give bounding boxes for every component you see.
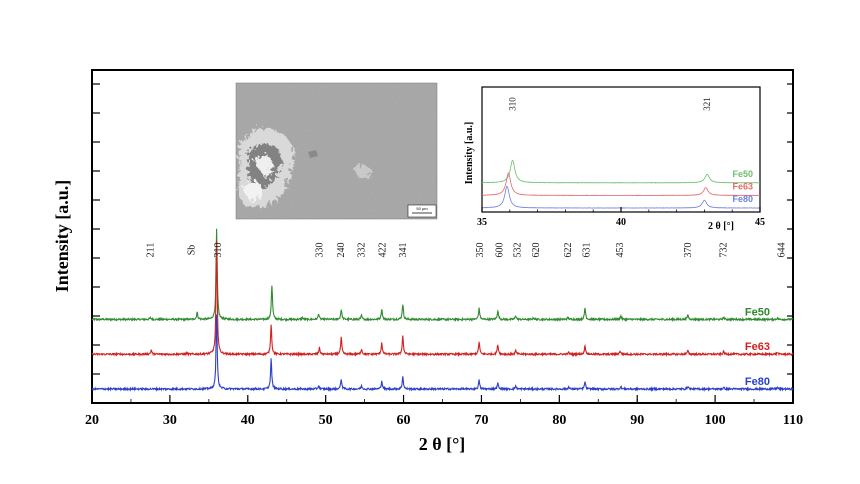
inset-peak-label: 321 [702, 97, 712, 111]
main-series-labels: Fe50 Fe63 Fe80 [745, 306, 770, 388]
main-x-tick-label: 110 [783, 413, 803, 428]
main-peak-label: 732 [719, 243, 730, 258]
main-peak-label: 644 [776, 243, 787, 258]
main-x-tick-label: 40 [241, 413, 255, 428]
main-x-tick-label: 100 [705, 413, 726, 428]
main-peak-label: 330 [314, 243, 325, 258]
inset-x-axis-title: 2 θ [°] [708, 221, 734, 232]
inset-x-tick-label: 35 [477, 217, 487, 228]
main-peak-label: 631 [582, 243, 593, 258]
main-peak-labels: 211 Sb 310 330 240 332 422 341 350 600 532 620 622 63… [145, 243, 787, 258]
sem-scale-bar-box [407, 204, 437, 218]
inset-series-labels: Fe50 Fe63 Fe80 [732, 169, 753, 204]
main-peak-label: 453 [615, 243, 626, 258]
sem-particle [236, 126, 292, 206]
inset-series-line-fe50 [482, 160, 761, 184]
main-peak-label: 620 [531, 243, 542, 258]
main-series-line-fe50 [91, 228, 794, 323]
inset-plot-frame [481, 86, 761, 213]
main-y-axis-title: Intensity [a.u.] [52, 180, 72, 293]
inset-peak-labels: 310 321 [508, 97, 713, 111]
inset-x-ticks: 35 40 45 [477, 207, 765, 228]
main-x-axis-title: 2 θ [°] [419, 434, 466, 454]
main-peak-label: 370 [683, 243, 694, 258]
main-peak-label: 332 [357, 243, 368, 258]
main-peak-label: 211 [145, 243, 156, 258]
main-series-line-fe63 [91, 240, 794, 358]
inset-series-label-fe50: Fe50 [732, 169, 753, 179]
main-x-tick-label: 20 [85, 413, 99, 428]
main-series-line-fe80 [91, 314, 794, 393]
main-peak-label: 341 [398, 243, 409, 258]
inset-x-tick-label: 40 [616, 217, 626, 228]
inset-series-label-fe80: Fe80 [732, 194, 753, 204]
inset-y-axis-title: Intensity [a.u.] [464, 122, 475, 185]
main-peak-label: Sb [187, 245, 198, 256]
sem-scale-bar-label: 50 µm [416, 206, 428, 211]
main-peak-label: 240 [336, 243, 347, 258]
main-peak-label: 622 [563, 243, 574, 258]
main-series-group [91, 228, 794, 393]
main-peak-label: 532 [512, 243, 523, 258]
inset-x-tick-label: 45 [755, 217, 765, 228]
main-series-label-fe50: Fe50 [745, 306, 770, 318]
main-x-tick-label: 70 [474, 413, 488, 428]
inset-series-line-fe63 [482, 172, 760, 197]
main-x-tick-label: 30 [163, 413, 177, 428]
main-peak-label: 600 [494, 243, 505, 258]
main-series-label-fe63: Fe63 [745, 341, 770, 353]
main-x-tick-label: 60 [397, 413, 411, 428]
main-series-label-fe80: Fe80 [745, 376, 770, 388]
main-x-tick-label: 80 [552, 413, 566, 428]
inset-xrd-plot: 310 321 Fe50 Fe63 Fe80 35 40 45 2 θ [°] Inten… [464, 86, 765, 232]
inset-series-label-fe63: Fe63 [732, 181, 753, 191]
sem-micrograph: 50 µm [235, 82, 438, 220]
main-y-ticks [92, 83, 793, 375]
main-peak-label: 310 [213, 243, 224, 258]
main-peak-label: 422 [378, 243, 389, 258]
inset-peak-label: 310 [508, 97, 518, 111]
main-x-ticks: 20 30 40 50 60 70 80 90 100 110 [85, 395, 803, 428]
main-x-tick-label: 50 [319, 413, 333, 428]
main-x-tick-label: 90 [630, 413, 644, 428]
main-peak-label: 350 [475, 243, 486, 258]
